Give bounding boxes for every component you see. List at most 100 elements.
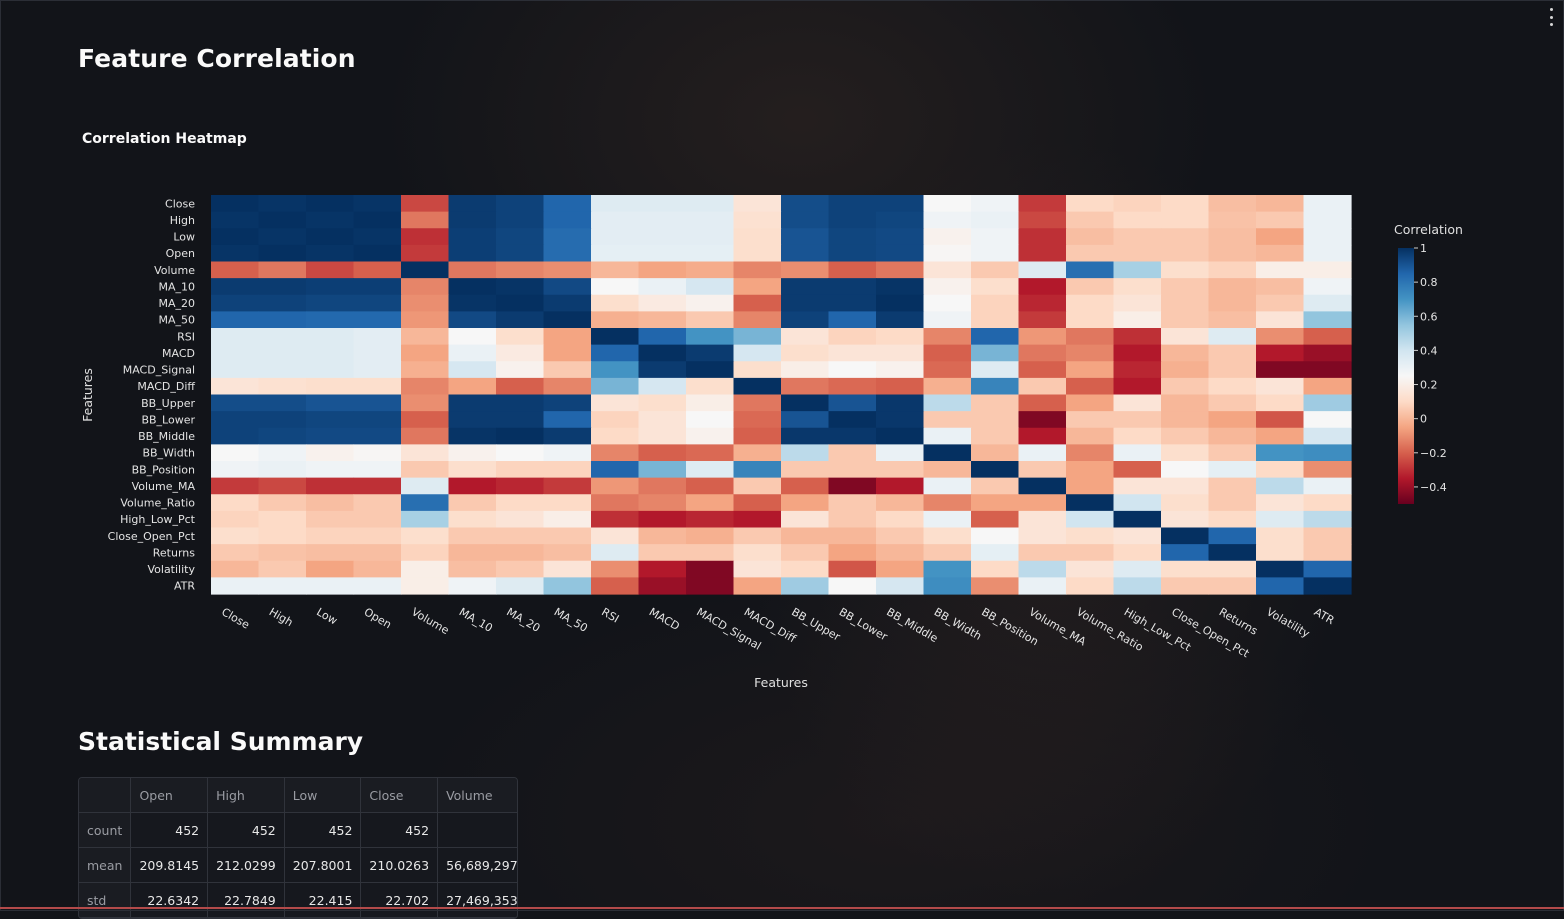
heatmap-cell	[259, 345, 307, 362]
heatmap-cell	[1161, 561, 1209, 578]
heatmap-cell	[591, 494, 639, 511]
heatmap-cell	[591, 395, 639, 412]
table-cell: 56,689,297.6748	[438, 848, 518, 883]
heatmap-cell	[1161, 478, 1209, 495]
table-cell: 452	[131, 813, 208, 848]
heatmap-cell	[354, 461, 402, 478]
heatmap-cell	[211, 428, 259, 445]
heatmap-cell	[829, 428, 877, 445]
heatmap-cell	[686, 378, 734, 395]
heatmap-cell	[449, 378, 497, 395]
heatmap-cell	[686, 561, 734, 578]
heatmap-cell	[876, 561, 924, 578]
heatmap-cell	[1256, 361, 1304, 378]
heatmap-cell	[734, 345, 782, 362]
x-tick-label: BB_Upper	[789, 605, 843, 643]
heatmap-cell	[1019, 328, 1067, 345]
statistical-summary-table[interactable]: Open High Low Close Volume count 452 452…	[78, 777, 518, 919]
heatmap-cell	[496, 361, 544, 378]
heatmap-cell	[876, 461, 924, 478]
heatmap-cell	[259, 245, 307, 262]
heatmap-cell	[591, 461, 639, 478]
heatmap-cell	[829, 461, 877, 478]
table-header-high[interactable]: High	[208, 778, 285, 813]
heatmap-cell	[829, 478, 877, 495]
heatmap-cell	[1114, 544, 1162, 561]
table-header-index	[79, 778, 131, 813]
table-header-close[interactable]: Close	[361, 778, 438, 813]
heatmap-cell	[1161, 494, 1209, 511]
heatmap-cell	[496, 328, 544, 345]
heatmap-cell	[734, 328, 782, 345]
y-tick-label: Returns	[153, 546, 196, 559]
y-tick-label: Close_Open_Pct	[108, 530, 196, 543]
heatmap-cell	[354, 395, 402, 412]
heatmap-cell	[259, 278, 307, 295]
heatmap-cell	[686, 544, 734, 561]
x-tick-label: RSI	[599, 605, 621, 625]
y-tick-label: MA_20	[158, 297, 195, 310]
heatmap-cell	[639, 461, 687, 478]
heatmap-cell	[1304, 461, 1352, 478]
statistical-summary-title: Statistical Summary	[78, 727, 363, 756]
heatmap-cell	[686, 361, 734, 378]
x-tick-label: BB_Lower	[837, 605, 890, 643]
heatmap-cell	[306, 262, 354, 279]
heatmap-cell	[496, 245, 544, 262]
table-header-volume[interactable]: Volume	[438, 778, 518, 813]
heatmap-cell	[354, 278, 402, 295]
heatmap-cell	[306, 577, 354, 594]
heatmap-cell	[1256, 444, 1304, 461]
heatmap-cell	[591, 478, 639, 495]
heatmap-cell	[401, 511, 449, 528]
x-tick-label: High	[267, 605, 295, 629]
colorbar-ticks: 1 0.8 0.6 0.4 0.2 0 −0.2 −0.4	[1414, 242, 1447, 494]
heatmap-cell	[686, 444, 734, 461]
heatmap-cell	[876, 428, 924, 445]
heatmap-cell	[1256, 577, 1304, 594]
heatmap-cell	[496, 561, 544, 578]
heatmap-cell	[1209, 361, 1257, 378]
table-header-low[interactable]: Low	[284, 778, 361, 813]
heatmap-cell	[259, 561, 307, 578]
heatmap-cell	[734, 478, 782, 495]
heatmap-cell	[1304, 444, 1352, 461]
heatmap-cell	[924, 195, 972, 212]
heatmap-cell	[829, 494, 877, 511]
heatmap-cell	[1114, 478, 1162, 495]
heatmap-cell	[686, 395, 734, 412]
y-tick-label: Low	[173, 231, 195, 244]
heatmap-cell	[211, 228, 259, 245]
heatmap-cell	[781, 428, 829, 445]
heatmap-cell	[544, 411, 592, 428]
heatmap-cell	[544, 378, 592, 395]
heatmap-cell	[401, 577, 449, 594]
heatmap-cell	[686, 577, 734, 594]
table-cell: 452	[438, 813, 518, 848]
table-header-open[interactable]: Open	[131, 778, 208, 813]
y-tick-label: Open	[166, 247, 195, 260]
heatmap-cell	[924, 212, 972, 229]
heatmap-cell	[1209, 395, 1257, 412]
y-tick-label: BB_Position	[132, 463, 195, 476]
x-tick-label: MA_20	[504, 605, 542, 635]
heatmap-cell	[1256, 228, 1304, 245]
heatmap-cell	[496, 528, 544, 545]
heatmap-cell	[1304, 295, 1352, 312]
heatmap-cell	[1304, 345, 1352, 362]
heatmap-cell	[924, 461, 972, 478]
heatmap-cell	[591, 311, 639, 328]
colorbar-tick-label: 1	[1420, 242, 1427, 255]
heatmap-cell	[259, 577, 307, 594]
y-axis-title: Features	[80, 368, 95, 422]
heatmap-cell	[1161, 245, 1209, 262]
heatmap-cell	[686, 345, 734, 362]
heatmap-cell	[591, 278, 639, 295]
heatmap-cell	[449, 212, 497, 229]
heatmap-cell	[1114, 345, 1162, 362]
heatmap-cell	[211, 378, 259, 395]
heatmap-cell	[1114, 361, 1162, 378]
heatmap-cell	[306, 444, 354, 461]
heatmap-cell	[734, 428, 782, 445]
table-cell: 212.0299	[208, 848, 285, 883]
